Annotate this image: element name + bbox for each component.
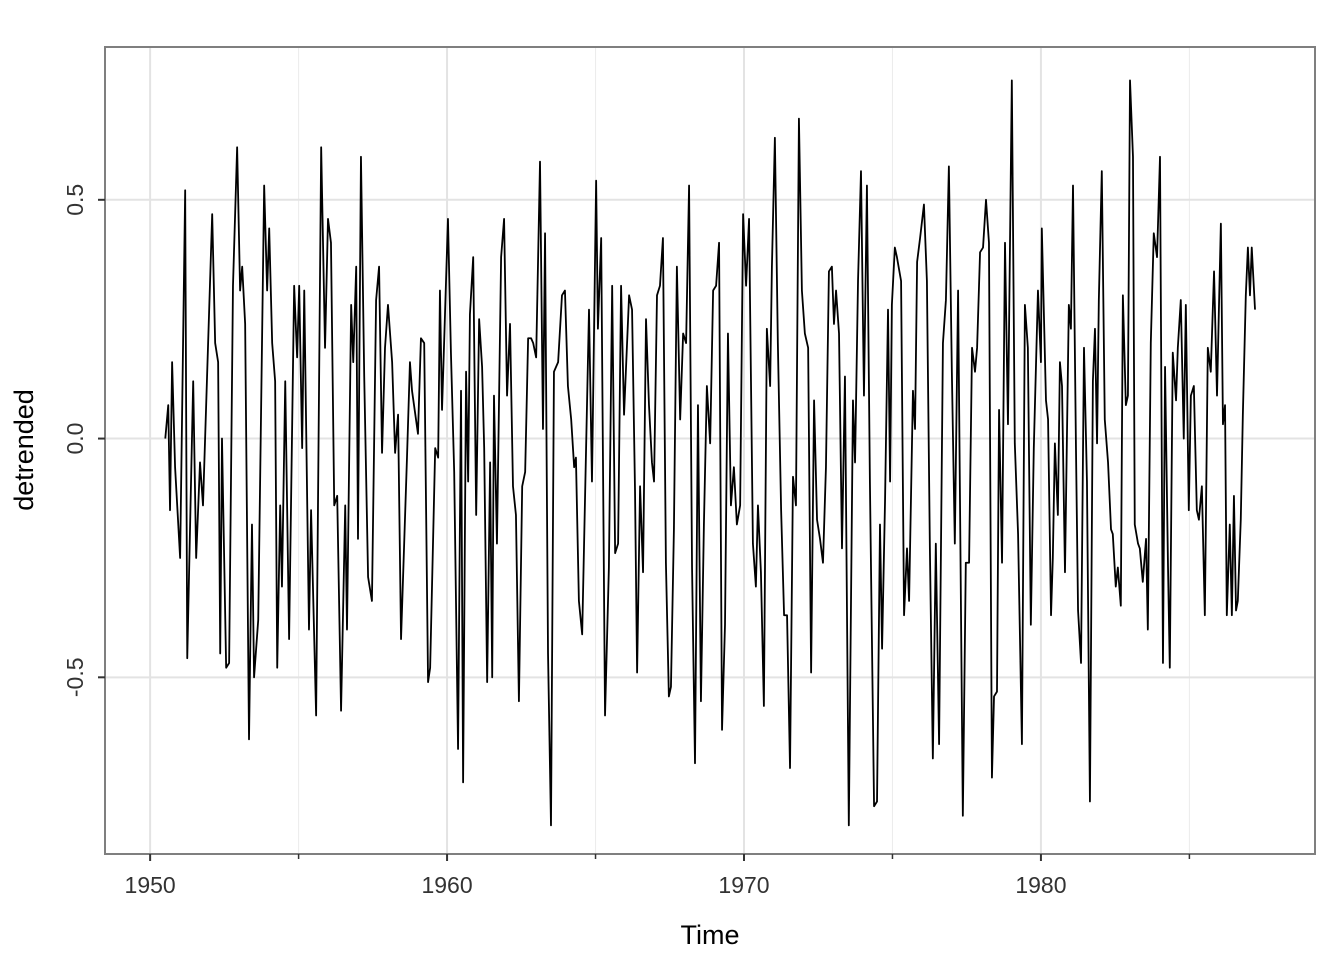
panel-border — [104, 46, 1316, 855]
x-tick-label: 1970 — [718, 872, 769, 898]
y-tick-label: 0.5 — [62, 184, 88, 216]
x-tick-label: 1960 — [421, 872, 472, 898]
series-line — [164, 79, 1256, 827]
x-tick-label: 1950 — [125, 872, 176, 898]
x-axis-title: Time — [681, 920, 740, 950]
x-tick-label: 1980 — [1015, 872, 1066, 898]
y-tick-label: -0.5 — [62, 657, 88, 697]
y-tick-label: 0.0 — [62, 423, 88, 455]
y-axis-title: detrended — [9, 389, 39, 511]
